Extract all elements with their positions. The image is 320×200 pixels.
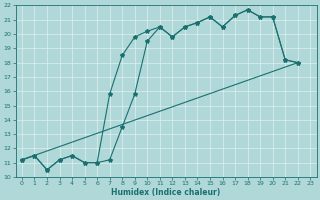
X-axis label: Humidex (Indice chaleur): Humidex (Indice chaleur)	[111, 188, 221, 197]
